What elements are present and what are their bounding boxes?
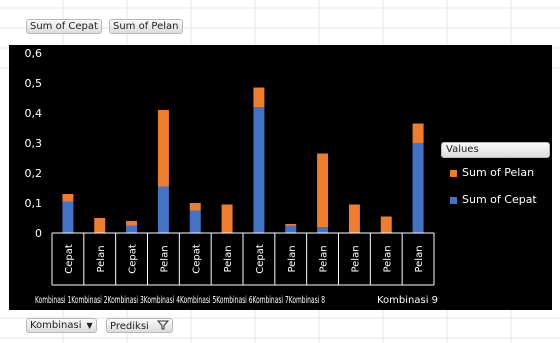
x-category-label: Pelan	[414, 245, 425, 272]
bar-segment[interactable]	[285, 224, 297, 226]
bar-segment[interactable]	[62, 194, 74, 202]
x-category-label: Cepat	[191, 244, 202, 274]
value-field-label-pelan: Sum of Pelan	[113, 21, 179, 32]
bar-segment[interactable]	[126, 225, 138, 234]
bar-segment[interactable]	[317, 153, 329, 228]
y-tick-label: 0,4	[25, 107, 43, 120]
bar-segment[interactable]	[221, 204, 233, 234]
legend-swatch-cepat	[450, 196, 457, 204]
bar-segment[interactable]	[62, 201, 74, 234]
value-field-label-cepat: Sum of Cepat	[30, 21, 98, 32]
y-axis: 0 0,1 0,2 0,3 0,4 0,5 0,6	[25, 47, 43, 240]
x-group-label-last: Kombinasi 9	[377, 295, 438, 306]
x-category-label: Pelan	[382, 245, 393, 272]
x-category-label: Cepat	[64, 244, 75, 274]
dropdown-arrow-icon: ▼	[86, 321, 93, 330]
x-category-label: Pelan	[159, 245, 170, 272]
bar-segment[interactable]	[317, 227, 329, 233]
legend-item-cepat: Sum of Cepat	[450, 193, 537, 206]
row-field-label-prediksi: Prediksi	[110, 321, 149, 332]
row-field-label-kombinasi: Kombinasi	[30, 320, 82, 331]
bar-segment[interactable]	[348, 204, 360, 234]
chart-area[interactable]: 0 0,1 0,2 0,3 0,4 0,5 0,6 Cepat Pelan Cepat Pelan…	[9, 45, 552, 310]
x-category-label: Pelan	[319, 245, 330, 272]
legend-title: Values	[446, 144, 479, 155]
legend-label-cepat: Sum of Cepat	[462, 193, 537, 206]
x-category-label: Pelan	[223, 245, 234, 272]
x-group-labels-overlapping: Kombinasi 1Kombinasi 2Kombinasi 3Kombina…	[35, 295, 325, 306]
y-tick-label: 0,2	[25, 167, 43, 180]
bar-segment[interactable]	[157, 186, 169, 234]
bar-segment[interactable]	[94, 218, 106, 233]
y-tick-label: 0,1	[25, 197, 43, 210]
legend-label-pelan: Sum of Pelan	[462, 166, 535, 179]
filter-icon	[156, 320, 170, 330]
bar-segment[interactable]	[285, 225, 297, 234]
bar-segment[interactable]	[412, 143, 424, 233]
row-field-button-kombinasi[interactable]: Kombinasi ▼	[26, 318, 97, 333]
legend-item-pelan: Sum of Pelan	[450, 166, 534, 179]
y-tick-label: 0,6	[25, 47, 43, 60]
stacked-bar-chart: 0 0,1 0,2 0,3 0,4 0,5 0,6 Cepat Pelan Cepat Pelan…	[25, 47, 439, 306]
bar-segment[interactable]	[253, 87, 265, 108]
bar-segment[interactable]	[157, 110, 169, 187]
x-axis: Cepat Pelan Cepat Pelan Cepat Pelan Cepat Pelan…	[35, 232, 438, 306]
bar-segment[interactable]	[189, 210, 201, 234]
x-category-label: Pelan	[350, 245, 361, 272]
y-tick-label: 0,3	[25, 137, 43, 150]
bar-segment[interactable]	[412, 123, 424, 144]
bar-segment[interactable]	[380, 216, 392, 234]
x-category-label: Cepat	[255, 244, 266, 274]
x-category-label: Cepat	[128, 244, 139, 274]
legend-title-button[interactable]: Values	[441, 142, 550, 158]
value-field-button-cepat[interactable]: Sum of Cepat	[26, 19, 102, 34]
bar-segment[interactable]	[126, 221, 138, 226]
y-tick-label: 0	[35, 227, 42, 240]
bar-segment[interactable]	[253, 107, 265, 233]
x-category-label: Pelan	[287, 245, 298, 272]
row-field-button-prediksi[interactable]: Prediksi	[106, 318, 173, 333]
x-category-label: Pelan	[96, 245, 107, 272]
legend-swatch-pelan	[450, 169, 457, 177]
bar-segment[interactable]	[189, 203, 201, 211]
value-field-button-pelan[interactable]: Sum of Pelan	[109, 19, 183, 34]
y-tick-label: 0,5	[25, 77, 43, 90]
bars	[62, 87, 424, 234]
